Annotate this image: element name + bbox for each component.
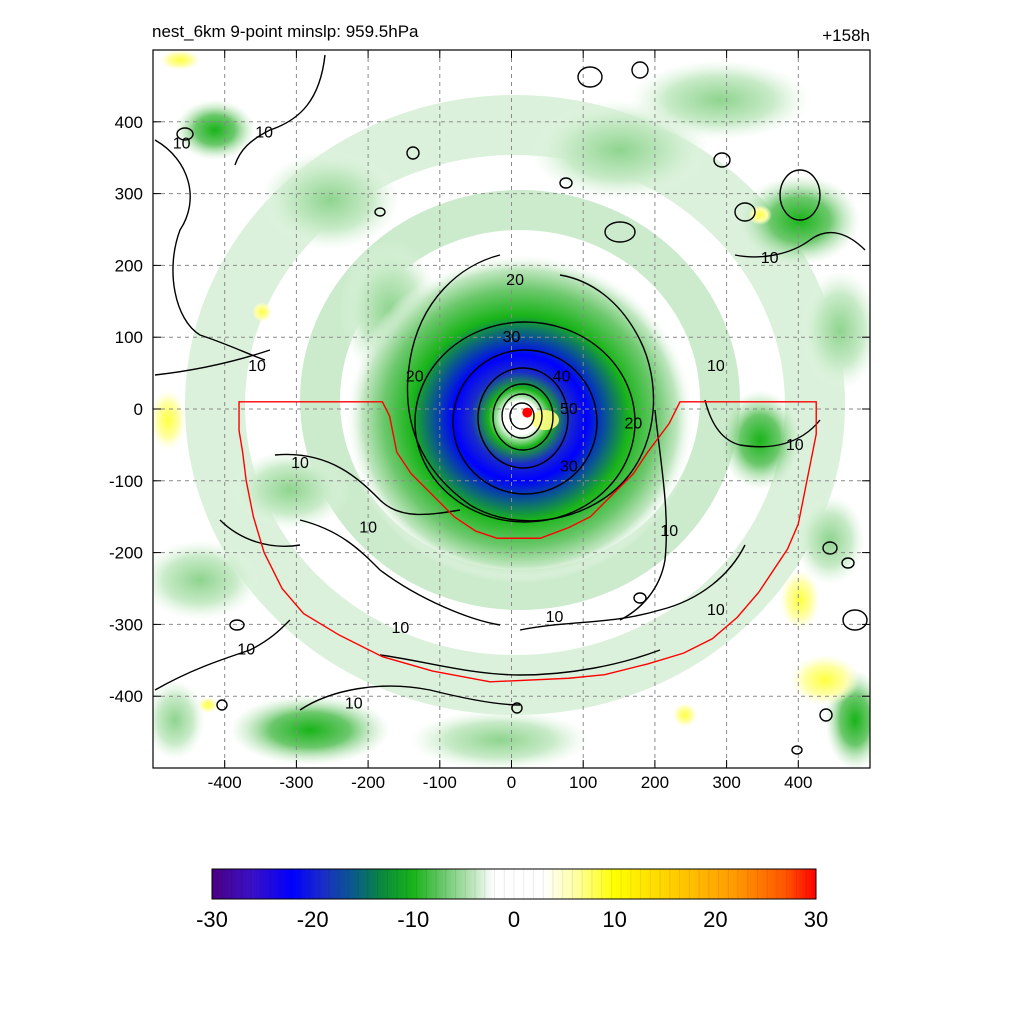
contour-label: 10: [173, 135, 191, 152]
contour-label: 30: [503, 329, 521, 346]
y-tick-label: 300: [115, 185, 143, 204]
x-tick-label: -400: [208, 773, 242, 792]
y-tick-label: 100: [115, 328, 143, 347]
contour-label: 50: [560, 401, 578, 418]
chart-title: nest_6km 9-point minslp: 959.5hPa: [152, 22, 419, 41]
colorbar-tick-label: 10: [602, 907, 626, 932]
x-tick-label: 0: [507, 773, 516, 792]
contour-labels: 10 10 10 10 10 10 10 10 10 10 10 10 10 10 20 20 20 30 30 40…: [173, 125, 804, 713]
contour-label: 40: [553, 369, 571, 386]
contour-label: 10: [248, 358, 266, 375]
contour-label: 20: [624, 415, 642, 432]
x-tick-label: -100: [423, 773, 457, 792]
contour-lines: [154, 54, 868, 755]
colorbar-tick-label: -30: [196, 907, 228, 932]
x-tick-label: 100: [569, 773, 597, 792]
x-tick-label: 400: [784, 773, 812, 792]
contour-label: 10: [291, 455, 309, 472]
shaded-field: [153, 50, 870, 768]
y-tick-label: 0: [134, 400, 143, 419]
x-tick-label: -300: [279, 773, 313, 792]
y-tick-label: 200: [115, 256, 143, 275]
analysis-region-outline: [238, 401, 817, 683]
colorbar-tick-label: -20: [297, 907, 329, 932]
contour-label: 10: [660, 523, 678, 540]
contour-label: 10: [359, 519, 377, 536]
x-axis: -400 -300 -200 -100 0 100 200 300 400: [208, 50, 812, 792]
y-axis: 400 300 200 100 0 -100 -200 -300 -400: [109, 113, 870, 706]
contour-label: 20: [506, 272, 524, 289]
contour-label: 10: [546, 609, 564, 626]
contour-label: 10: [786, 437, 804, 454]
contour-label: 10: [761, 250, 779, 267]
x-tick-label: 300: [712, 773, 740, 792]
contour-label: 10: [707, 358, 725, 375]
colorbar: -30 -20 -10 0 10 20 30: [196, 868, 828, 932]
contour-label: 30: [560, 458, 578, 475]
y-tick-label: -400: [109, 687, 143, 706]
contour-label: 10: [237, 642, 255, 659]
contour-label: 10: [391, 620, 409, 637]
colorbar-bar: [211, 868, 817, 900]
colorbar-tick-label: 20: [703, 907, 727, 932]
forecast-hour-label: +158h: [822, 26, 870, 45]
y-tick-label: -200: [109, 544, 143, 563]
colorbar-tick-label: 0: [508, 907, 520, 932]
colorbar-tick-label: -10: [397, 907, 429, 932]
x-tick-label: -200: [351, 773, 385, 792]
contour-label: 10: [345, 695, 363, 712]
y-tick-label: 400: [115, 113, 143, 132]
y-tick-label: -300: [109, 615, 143, 634]
contour-label: 10: [255, 125, 273, 142]
x-tick-label: 200: [641, 773, 669, 792]
contour-label: 20: [406, 369, 424, 386]
contour-label: 10: [707, 602, 725, 619]
storm-center-marker: [522, 407, 533, 418]
colorbar-tick-label: 30: [804, 907, 828, 932]
y-tick-label: -100: [109, 472, 143, 491]
